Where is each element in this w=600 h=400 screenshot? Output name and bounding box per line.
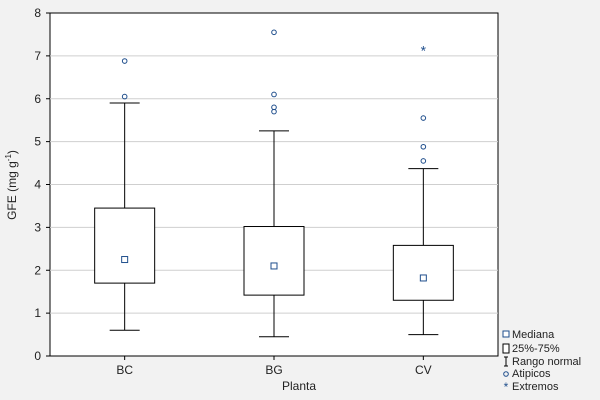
legend-extreme-label: Extremos: [512, 381, 559, 393]
iqr-box: [392, 244, 454, 301]
extreme-point: *: [421, 42, 427, 58]
x-tick-label: BG: [265, 363, 282, 377]
legend-median-label: Mediana: [512, 329, 555, 341]
box-bg: [243, 29, 305, 338]
outlier-point: [420, 143, 427, 150]
x-axis-ticks: BC BG CV: [116, 356, 432, 377]
legend-iqr-marker: [502, 343, 510, 354]
box-cv: *: [392, 42, 454, 336]
outlier-point: [420, 158, 427, 164]
y-axis-title-sup: -1: [4, 154, 13, 162]
outlier-point: [271, 104, 277, 111]
x-tick-label: CV: [415, 363, 432, 377]
y-tick-label: 7: [34, 49, 41, 63]
iqr-box: [243, 226, 305, 296]
y-tick-label: 6: [34, 92, 41, 106]
iqr-box: [94, 207, 156, 284]
median-marker: [270, 262, 278, 270]
legend-outlier-label: Atipicos: [512, 368, 551, 380]
boxes-group: *: [94, 29, 454, 338]
legend-outlier-marker: [503, 371, 509, 377]
y-axis-title-close: ): [5, 150, 19, 154]
legend-iqr-label: 25%-75%: [512, 343, 560, 355]
outlier-point: [420, 115, 427, 121]
outlier-point: [121, 58, 128, 64]
y-axis-ticks: 0 1 2 3 4 5 6 7 8: [34, 6, 50, 363]
x-axis-title: Planta: [282, 379, 316, 393]
box-bc: [94, 58, 156, 331]
y-tick-label: 4: [34, 178, 41, 192]
median-marker: [121, 256, 129, 264]
y-tick-label: 8: [34, 6, 41, 20]
legend: Mediana 25%-75% Rango normal Atipicos * …: [502, 329, 581, 394]
outlier-point: [271, 29, 277, 36]
y-axis-title-main: GFE (mg g: [5, 161, 19, 220]
y-axis-title-group: GFE (mg g-1): [4, 150, 19, 220]
y-axis-title: GFE (mg g-1): [4, 150, 19, 220]
legend-extreme-marker: *: [504, 380, 509, 394]
y-tick-label: 1: [34, 306, 41, 320]
median-marker: [419, 274, 427, 282]
y-tick-label: 3: [34, 220, 41, 234]
outlier-point: [271, 91, 277, 98]
outlier-point: [121, 93, 128, 100]
x-tick-label: BC: [116, 363, 133, 377]
legend-range-label: Rango normal: [512, 356, 581, 368]
y-tick-label: 2: [34, 263, 41, 277]
legend-range-marker: [504, 356, 508, 367]
y-tick-label: 5: [34, 135, 41, 149]
legend-median-marker: [502, 330, 510, 338]
y-tick-label: 0: [34, 349, 41, 363]
